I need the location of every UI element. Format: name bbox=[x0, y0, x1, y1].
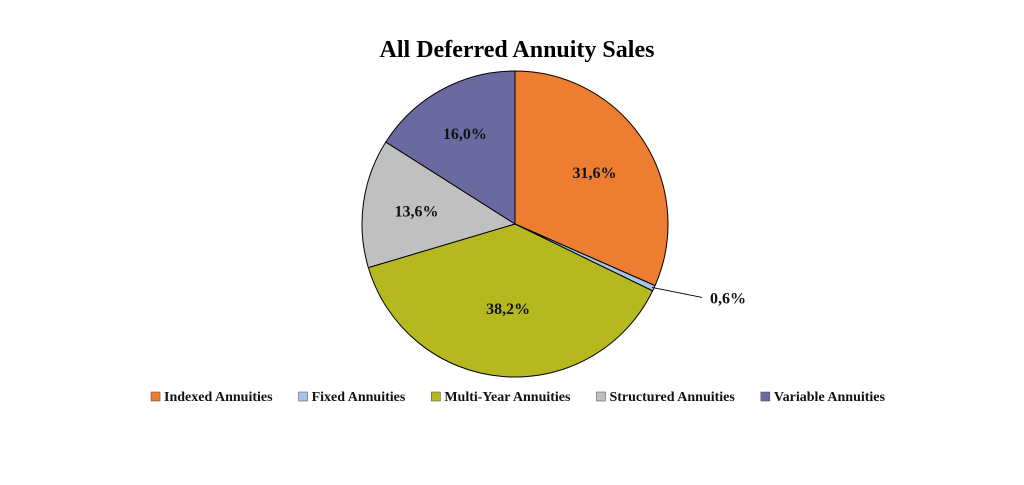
legend-item: Structured Annuities bbox=[596, 390, 735, 405]
leader-line bbox=[651, 286, 703, 298]
legend-label: Structured Annuities bbox=[609, 390, 735, 405]
pie-group bbox=[361, 70, 669, 378]
legend-label: Indexed Annuities bbox=[164, 390, 273, 405]
legend-swatch bbox=[760, 391, 771, 402]
legend-swatch bbox=[298, 391, 308, 402]
legend-swatch bbox=[431, 391, 441, 402]
pie-slice-indexed-annuities bbox=[514, 70, 669, 287]
legend-label: Variable Annuities bbox=[774, 390, 886, 405]
slice-label: 13,6% bbox=[394, 203, 438, 220]
slice-label: 38,2% bbox=[486, 301, 530, 318]
pie-slice-structured-annuities bbox=[361, 141, 517, 269]
slice-label: 16,0% bbox=[443, 126, 487, 143]
legend-label: Multi-Year Annuities bbox=[444, 390, 571, 405]
legend-item: Fixed Annuities bbox=[298, 390, 406, 405]
pie-slice-multi-year-annuities bbox=[367, 223, 654, 378]
slice-labels: 31,6% 0,6% 38,2% 13,6% 16,0% bbox=[394, 126, 746, 318]
slice-label: 31,6% bbox=[572, 165, 616, 182]
legend-item: Multi-Year Annuities bbox=[431, 390, 571, 405]
legend-item: Indexed Annuities bbox=[150, 390, 273, 405]
legend-swatch bbox=[150, 391, 161, 402]
slice-label: 0,6% bbox=[710, 290, 746, 307]
legend-item: Variable Annuities bbox=[760, 390, 886, 405]
legend: Indexed Annuities Fixed Annuities Multi-Ye… bbox=[150, 390, 886, 405]
legend-label: Fixed Annuities bbox=[312, 390, 406, 405]
chart-title: All Deferred Annuity Sales bbox=[380, 37, 655, 63]
legend-swatch bbox=[596, 391, 606, 402]
pie-slice-variable-annuities bbox=[385, 70, 516, 225]
